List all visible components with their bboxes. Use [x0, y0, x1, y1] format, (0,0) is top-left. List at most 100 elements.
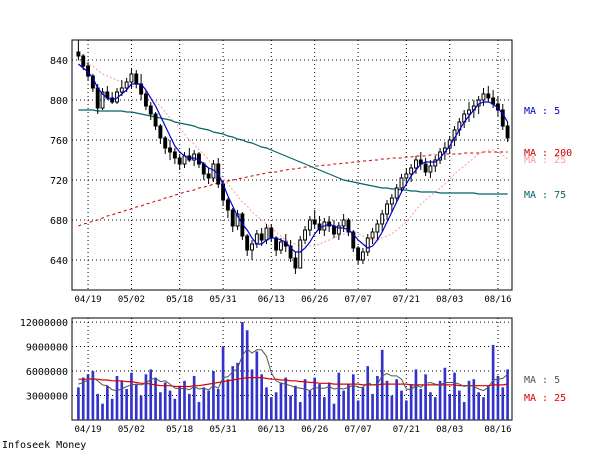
candle-body [264, 227, 269, 241]
volume-bar [453, 372, 456, 420]
price-xtick-label: 06/26 [301, 295, 328, 305]
volume-bar [294, 385, 297, 420]
candle-body [235, 213, 240, 227]
volume-bar [482, 397, 485, 420]
candle-body [404, 173, 409, 179]
volume-ma25-line [78, 377, 508, 388]
candle-body [360, 251, 365, 261]
volume-bar [438, 380, 442, 420]
candle-body [336, 225, 341, 235]
candle-body [399, 177, 404, 189]
volume-bar [149, 369, 153, 420]
footer-source-label: Infoseek Money [2, 440, 87, 451]
candle-body [389, 197, 394, 205]
volume-bar [221, 346, 225, 420]
candle-body [81, 55, 86, 67]
candle-body [500, 109, 505, 127]
volume-bar [101, 403, 104, 420]
volume-bar [168, 390, 172, 420]
candle-body [414, 159, 418, 169]
candle-body [385, 203, 389, 215]
volume-bar [154, 377, 157, 420]
volume-bar [265, 387, 268, 420]
candle-body [298, 239, 303, 269]
candle-body [346, 219, 351, 233]
volume-bar [486, 385, 490, 420]
volume-bar [86, 374, 90, 420]
volume-xtick-label: 06/26 [301, 425, 328, 435]
volume-xtick-label: 05/18 [166, 425, 193, 435]
price-ytick-label: 760 [50, 136, 68, 147]
volume-ma-label: MA : 25 [524, 393, 566, 404]
volume-bar [380, 349, 384, 420]
candle-body [177, 157, 182, 165]
volume-bar [477, 392, 480, 420]
volume-bar [429, 392, 432, 420]
price-xtick-label: 05/31 [210, 295, 237, 305]
volume-bar [356, 400, 360, 420]
candle-body [95, 87, 100, 109]
volume-bar [279, 382, 283, 420]
volume-bar [496, 375, 500, 420]
candle-body [250, 243, 254, 251]
price-xtick-label: 07/21 [393, 295, 420, 305]
price-ytick-label: 680 [50, 216, 68, 227]
candle-body [394, 187, 399, 199]
candle-body [143, 93, 148, 107]
volume-bar [361, 387, 365, 420]
volume-bar [448, 393, 452, 420]
candle-body [230, 209, 235, 227]
candle-body [192, 153, 197, 161]
volume-bar [183, 380, 186, 420]
price-ma-label: MA : 5 [524, 106, 560, 117]
volume-bar [197, 402, 201, 420]
volume-bar [308, 390, 312, 420]
price-xtick-label: 05/02 [118, 295, 145, 305]
volume-bar [202, 387, 206, 420]
volume-bar [81, 377, 85, 420]
volume-bar [255, 351, 259, 420]
price-panel: 640 680 720 760 800 840 04/19 05/02 05/18 05/31 06… [50, 39, 572, 305]
candle-body [153, 113, 158, 127]
volume-bar [120, 380, 124, 420]
volume-bar [125, 388, 128, 420]
price-ytick-label: 720 [50, 176, 68, 187]
volume-ytick-label: 6000000 [26, 367, 68, 378]
volume-bar [409, 384, 413, 420]
volume-bar [260, 374, 263, 420]
volume-bar [347, 384, 350, 420]
volume-bar [110, 398, 114, 420]
volume-bar [414, 369, 418, 420]
candle-body [423, 163, 428, 173]
ma75-line [78, 109, 508, 195]
candle-body [278, 241, 283, 251]
volume-xtick-label: 07/21 [393, 425, 420, 435]
candle-body [124, 81, 129, 89]
volume-bar [115, 375, 119, 420]
volume-bar [385, 380, 389, 420]
volume-bar [236, 362, 239, 420]
candle-body [486, 93, 491, 99]
candle-body [293, 257, 298, 269]
candle-body [467, 109, 471, 115]
candle-body [505, 125, 510, 139]
candle-body [428, 165, 433, 173]
volume-bar [91, 371, 95, 420]
volume-bar [187, 393, 191, 420]
volume-bar [351, 374, 355, 420]
price-ytick-label: 800 [50, 96, 68, 107]
candle-body [163, 137, 168, 149]
volume-bar [376, 375, 379, 420]
volume-bar [159, 392, 162, 420]
price-xtick-label: 04/19 [75, 295, 102, 305]
volume-bar [269, 397, 273, 420]
ma200-line [78, 151, 508, 227]
candle-body [100, 91, 105, 109]
volume-bar [241, 322, 244, 420]
candle-body [206, 173, 211, 179]
candle-body [158, 125, 163, 139]
volume-bar [337, 372, 341, 420]
volume-bar [491, 344, 495, 420]
volume-bar [173, 398, 177, 420]
volume-bar [231, 366, 235, 420]
